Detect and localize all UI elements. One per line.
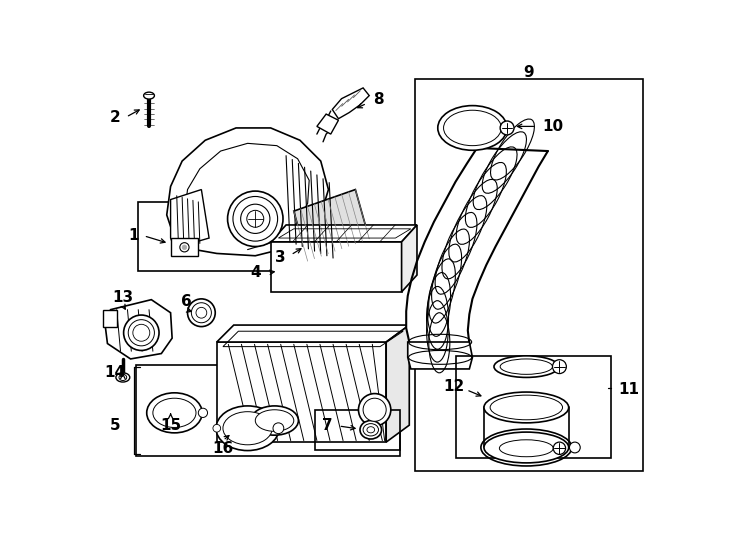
Text: 14: 14 [104,365,126,380]
Circle shape [553,360,567,374]
Text: 9: 9 [523,65,534,80]
Polygon shape [103,309,117,327]
Text: 11: 11 [618,382,639,397]
Ellipse shape [358,394,390,426]
Polygon shape [170,238,197,256]
Text: 12: 12 [443,379,465,394]
Ellipse shape [241,204,270,233]
Ellipse shape [500,359,553,374]
Circle shape [213,424,221,432]
Polygon shape [170,190,209,248]
Text: 3: 3 [275,250,286,265]
Polygon shape [408,342,473,369]
Ellipse shape [153,398,196,428]
Circle shape [182,245,186,249]
Polygon shape [333,88,369,119]
Polygon shape [317,114,338,134]
Text: 1: 1 [128,228,139,243]
Ellipse shape [147,393,202,433]
Ellipse shape [367,427,374,433]
Circle shape [180,242,189,252]
Ellipse shape [223,411,272,445]
Text: 8: 8 [373,92,384,107]
Ellipse shape [233,197,277,241]
Bar [138,202,292,271]
Text: 6: 6 [181,294,192,309]
Polygon shape [105,300,172,359]
Circle shape [570,442,580,453]
Circle shape [500,121,514,135]
Text: 16: 16 [212,441,233,456]
Ellipse shape [228,191,283,247]
Bar [457,356,611,457]
Ellipse shape [251,406,299,435]
Bar [415,79,644,471]
Ellipse shape [196,307,207,318]
Ellipse shape [255,410,294,431]
Ellipse shape [360,421,382,439]
Ellipse shape [144,92,154,99]
Polygon shape [294,190,369,261]
Ellipse shape [484,432,569,463]
Ellipse shape [490,395,562,420]
Text: 10: 10 [542,119,563,134]
Circle shape [553,442,566,455]
Circle shape [273,423,284,434]
Polygon shape [271,225,417,242]
Ellipse shape [187,299,215,327]
Ellipse shape [133,325,150,341]
Ellipse shape [216,406,279,450]
Ellipse shape [363,423,379,436]
Ellipse shape [192,303,211,323]
Ellipse shape [247,210,264,227]
Ellipse shape [443,110,501,146]
Ellipse shape [493,437,559,460]
Text: 4: 4 [250,265,261,280]
Text: 7: 7 [321,418,333,434]
Ellipse shape [437,106,507,150]
Ellipse shape [494,356,559,377]
Polygon shape [167,128,328,256]
Text: 15: 15 [160,417,181,433]
Ellipse shape [363,398,386,421]
Ellipse shape [119,374,127,381]
Ellipse shape [116,373,130,382]
Text: 13: 13 [112,290,134,305]
Ellipse shape [123,315,159,350]
Polygon shape [406,148,548,343]
Polygon shape [217,342,386,442]
Polygon shape [271,242,401,292]
Polygon shape [386,325,410,442]
Ellipse shape [499,440,553,457]
Text: 5: 5 [110,417,120,433]
Circle shape [198,408,208,417]
Polygon shape [401,225,417,292]
Bar [136,365,400,456]
Text: 2: 2 [110,110,120,125]
Ellipse shape [128,320,154,346]
Bar [316,410,400,450]
Polygon shape [217,325,410,342]
Ellipse shape [484,392,569,423]
